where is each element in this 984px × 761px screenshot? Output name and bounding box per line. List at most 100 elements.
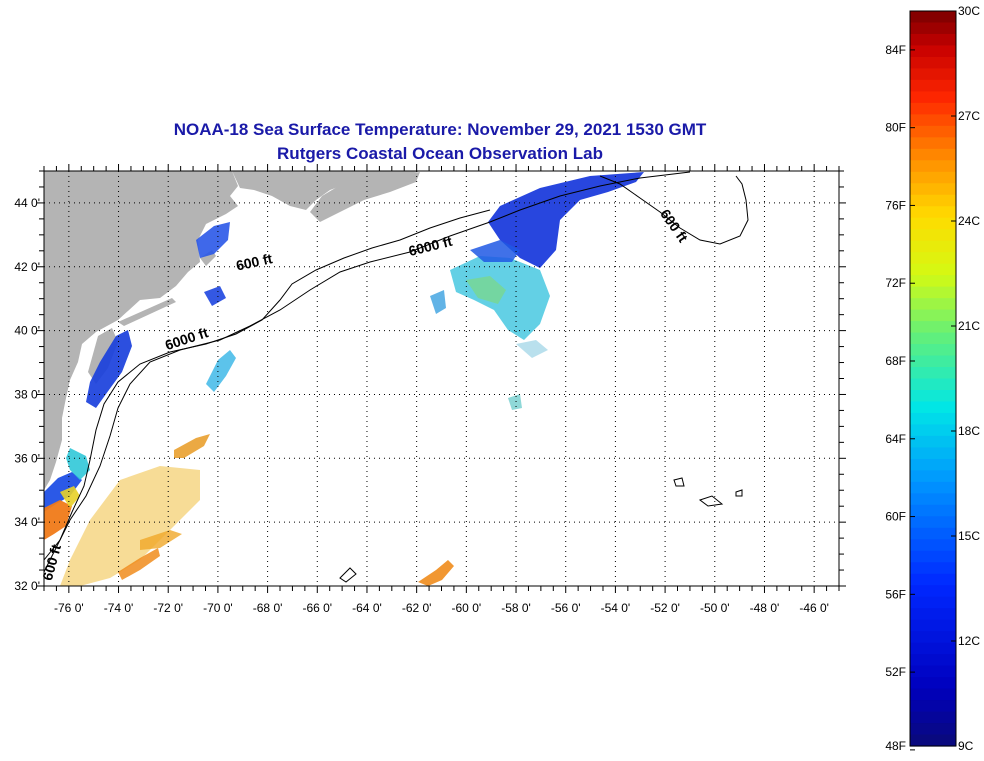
latitude-label: 44 0'	[14, 196, 40, 210]
colorbar-band	[910, 642, 956, 655]
sst-swath-gulf-maine	[196, 222, 230, 258]
colorbar-band	[910, 114, 956, 127]
longitude-label: -66 0'	[302, 601, 332, 615]
colorbar-fahrenheit-label: 80F	[885, 121, 906, 135]
colorbar-fahrenheit-labels: 84F 80F 76F 72F 68F 64F 60F 56F 52F 48F	[885, 43, 915, 753]
colorbar-band	[910, 665, 956, 678]
latitude-label: 40 0'	[14, 324, 40, 338]
colorbar-band	[910, 458, 956, 471]
colorbar-band	[910, 378, 956, 391]
axis-ticks	[37, 164, 846, 593]
map-title: NOAA-18 Sea Surface Temperature: Novembe…	[173, 120, 707, 139]
colorbar-celsius-label: 24C	[958, 214, 980, 228]
latitude-label: 34 0'	[14, 515, 40, 529]
sst-swath-mid-atlantic-cold	[86, 330, 132, 408]
colorbar-fahrenheit-label: 68F	[885, 354, 906, 368]
colorbar-band	[910, 631, 956, 644]
sst-swath-small-south	[508, 394, 522, 410]
sst-swath-slope-east	[206, 350, 236, 392]
colorbar-band	[910, 160, 956, 173]
colorbar-celsius-label: 15C	[958, 529, 980, 543]
sst-swath-hatteras-gradient-orange	[44, 500, 72, 540]
sst-swath-scotian-shelf	[488, 172, 644, 268]
colorbar-band	[910, 562, 956, 575]
longitude-label: -46 0'	[799, 601, 829, 615]
colorbar-band	[910, 33, 956, 47]
colorbar-band	[910, 194, 956, 207]
colorbar-band	[910, 275, 956, 288]
contour-seamount-a	[339, 567, 357, 583]
colorbar-band	[910, 504, 956, 517]
colorbar-band	[910, 56, 956, 70]
colorbar-band	[910, 22, 956, 35]
colorbar-celsius-label: 12C	[958, 634, 980, 648]
colorbar-band	[910, 470, 956, 483]
colorbar-band	[910, 171, 956, 184]
colorbar-band	[910, 516, 956, 529]
contour-seamount-c	[673, 477, 685, 487]
sst-swath-gulf-stream-mid	[140, 530, 182, 550]
colorbar-band	[910, 447, 956, 460]
colorbar-band	[910, 493, 956, 506]
sst-swath-gulf-stream-north	[174, 434, 210, 458]
temperature-colorbar: 30C 27C 24C 21C 18C 15C 12C 9C 84F 80F 76F 72F 68F 6…	[885, 4, 980, 753]
colorbar-band	[910, 148, 956, 161]
colorbar-band	[910, 367, 956, 380]
colorbar-fahrenheit-label: 48F	[885, 739, 906, 753]
map-subtitle: Rutgers Coastal Ocean Observation Lab	[277, 144, 603, 163]
sst-swath-hatteras-gradient-yellow	[60, 486, 80, 508]
colorbar-band	[910, 125, 956, 138]
colorbar-band	[910, 229, 956, 242]
colorbar-band	[910, 585, 956, 598]
colorbar-band	[910, 321, 956, 334]
colorbar-band	[910, 734, 956, 747]
longitude-label: -72 0'	[153, 601, 183, 615]
colorbar-band	[910, 608, 956, 621]
contour-seamount-b	[698, 495, 724, 507]
latitude-label: 32 0'	[14, 579, 40, 593]
colorbar-band	[910, 11, 956, 24]
sst-swath-sable-bank-green	[466, 276, 506, 304]
colorbar-band	[910, 711, 956, 724]
sst-swath-gulf-stream-core	[118, 548, 160, 580]
colorbar-celsius-label: 30C	[958, 4, 980, 18]
colorbar-band	[910, 68, 956, 81]
colorbar-band	[910, 435, 956, 449]
longitude-label: -56 0'	[551, 601, 581, 615]
colorbar-band	[910, 91, 956, 104]
longitude-label: -50 0'	[700, 601, 730, 615]
land-delmarva	[88, 328, 118, 384]
colorbar-band	[910, 137, 956, 150]
colorbar-band	[910, 240, 956, 253]
colorbar-fahrenheit-label: 56F	[885, 587, 906, 601]
colorbar-band	[910, 183, 956, 196]
sst-swath-bermuda-warm	[418, 560, 454, 586]
colorbar-fahrenheit-label: 76F	[885, 198, 906, 212]
longitude-label: -76 0'	[54, 601, 84, 615]
sst-data-layer	[44, 172, 644, 586]
colorbar-celsius-label: 18C	[958, 424, 980, 438]
colorbar-band	[910, 355, 956, 368]
latitude-label: 38 0'	[14, 387, 40, 401]
colorbar-band	[910, 619, 956, 632]
bathymetry-contours	[44, 171, 749, 583]
colorbar-band	[910, 206, 956, 219]
colorbar-band	[910, 527, 956, 540]
colorbar-celsius-labels: 30C 27C 24C 21C 18C 15C 12C 9C	[951, 4, 980, 753]
colorbar-band	[910, 700, 956, 713]
contour-600ft-gulf-maine	[44, 209, 491, 561]
land-nova-scotia	[310, 172, 420, 222]
contour-600ft-grand-banks	[599, 175, 749, 245]
longitude-label: -48 0'	[750, 601, 780, 615]
colorbar-band	[910, 79, 956, 92]
colorbar-band	[910, 263, 956, 276]
longitude-label: -64 0'	[352, 601, 382, 615]
longitude-label: -70 0'	[203, 601, 233, 615]
colorbar-frame	[909, 10, 957, 747]
colorbar-band	[910, 481, 956, 494]
longitude-label: -52 0'	[650, 601, 680, 615]
longitude-label: -54 0'	[601, 601, 631, 615]
longitude-label: -62 0'	[402, 601, 432, 615]
